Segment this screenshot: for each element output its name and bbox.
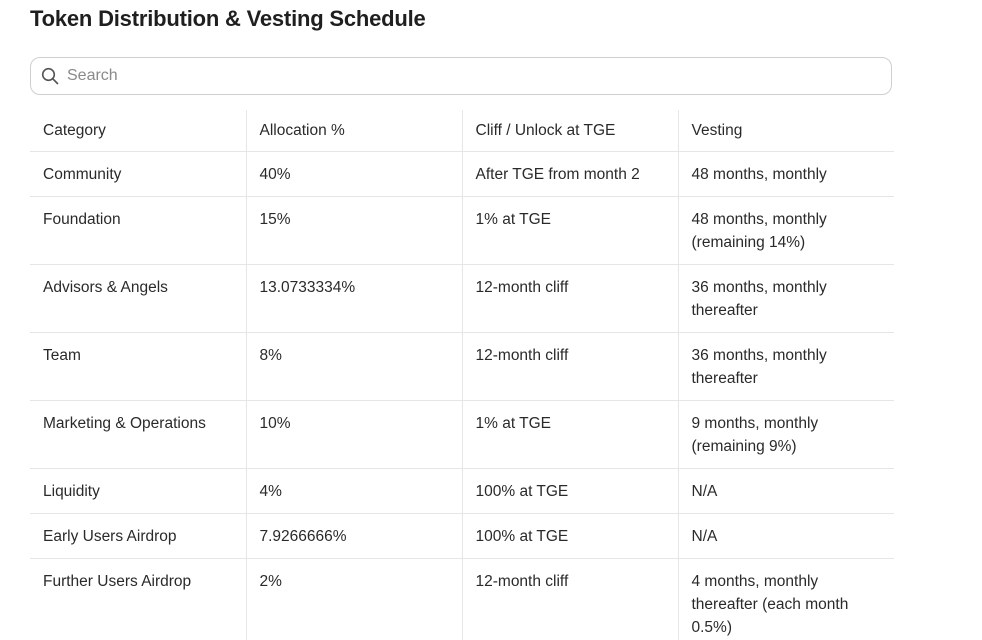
cell-vesting: 36 months, monthly thereafter [677,264,894,333]
cell-allocation: 8% [245,332,462,401]
cell-cliff: 100% at TGE [461,513,678,559]
cell-allocation: 10% [245,400,462,469]
cell-vesting: N/A [677,513,894,559]
cell-allocation: 13.0733334% [245,264,462,333]
token-distribution-table: Category Allocation % Cliff / Unlock at … [30,110,894,640]
column-header-cliff[interactable]: Cliff / Unlock at TGE [461,110,678,152]
column-header-vesting[interactable]: Vesting [677,110,894,152]
cell-cliff: 1% at TGE [461,196,678,265]
cell-allocation: 7.9266666% [245,513,462,559]
table-row: Community 40% After TGE from month 2 48 … [30,151,894,197]
page-title: Token Distribution & Vesting Schedule [30,6,426,31]
search-icon [41,67,59,85]
cell-category: Community [30,151,246,197]
cell-cliff: 1% at TGE [461,400,678,469]
cell-cliff: 12-month cliff [461,558,678,640]
cell-category: Advisors & Angels [30,264,246,333]
table-row: Advisors & Angels 13.0733334% 12-month c… [30,264,894,333]
cell-category: Marketing & Operations [30,400,246,469]
cell-category: Team [30,332,246,401]
table-row: Marketing & Operations 10% 1% at TGE 9 m… [30,400,894,469]
table-row: Further Users Airdrop 2% 12-month cliff … [30,558,894,640]
cell-allocation: 4% [245,468,462,514]
cell-category: Foundation [30,196,246,265]
search-box[interactable] [30,57,892,95]
column-header-category[interactable]: Category [30,110,246,152]
cell-cliff: After TGE from month 2 [461,151,678,197]
cell-vesting: 4 months, monthly thereafter (each month… [677,558,894,640]
cell-category: Further Users Airdrop [43,573,192,590]
cell-cliff: 100% at TGE [461,468,678,514]
table-row: Team 8% 12-month cliff 36 months, monthl… [30,332,894,401]
cell-allocation: 40% [245,151,462,197]
table-row: Foundation 15% 1% at TGE 48 months, mont… [30,196,894,265]
cell-vesting: 48 months, monthly [677,151,894,197]
table-row: Early Users Airdrop 7.9266666% 100% at T… [30,513,894,559]
cell-allocation: 2% [245,558,462,640]
cell-vesting: 9 months, monthly (remaining 9%) [677,400,894,469]
cell-cliff: 12-month cliff [461,332,678,401]
column-header-allocation[interactable]: Allocation % [245,110,462,152]
cell-allocation: 15% [245,196,462,265]
cell-vesting: 48 months, monthly (remaining 14%) [677,196,894,265]
table-header-row: Category Allocation % Cliff / Unlock at … [30,110,894,152]
search-input[interactable] [67,67,847,85]
cell-cliff: 12-month cliff [461,264,678,333]
cell-category: Early Users Airdrop [30,513,246,559]
table-row: Liquidity 4% 100% at TGE N/A [30,468,894,514]
cell-category: Liquidity [30,468,246,514]
cell-vesting: N/A [677,468,894,514]
cell-vesting: 36 months, monthly thereafter [677,332,894,401]
